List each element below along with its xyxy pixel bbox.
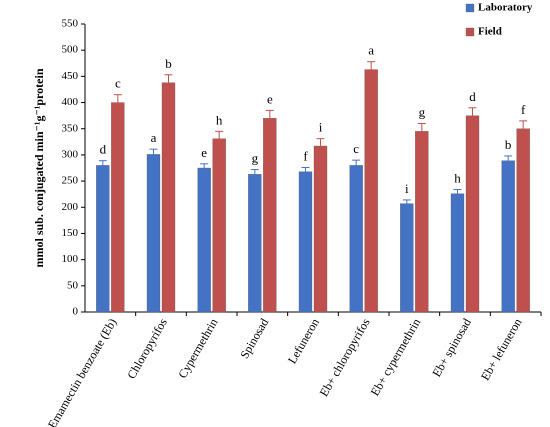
bar-laboratory	[298, 171, 313, 313]
significance-letter: e	[201, 145, 207, 160]
bar-field	[516, 128, 530, 313]
y-tick-label: 0	[73, 306, 79, 318]
category-labels: Emamectin benzoate (Eb) Chloropyrifos Cype…	[45, 316, 525, 427]
x-axis	[85, 311, 542, 316]
category-label: Eb+ cypermethrin	[368, 316, 424, 398]
significance-letter: h	[454, 170, 461, 185]
significance-letter: f	[521, 102, 526, 117]
legend-label: Laboratory	[478, 2, 533, 14]
significance-letter: d	[469, 89, 476, 104]
bar-laboratory	[450, 193, 465, 313]
significance-letter: h	[216, 112, 223, 127]
bar-field	[161, 82, 176, 313]
bar-field	[263, 118, 277, 313]
category-label: Lefuneron	[285, 316, 322, 366]
bar-laboratory	[197, 167, 211, 313]
bar-field	[465, 115, 480, 313]
legend: Laboratory Field	[465, 2, 533, 38]
legend-swatch	[465, 3, 475, 13]
category-label: Eb+ lefuneron	[478, 316, 525, 383]
y-axis-label: mmol sub. conjugated min⁻¹g⁻¹protein	[32, 68, 46, 267]
y-tick-label: 550	[62, 18, 79, 30]
significance-letter: i	[319, 120, 323, 135]
bar-field	[415, 131, 429, 313]
significance-letter: a	[368, 43, 374, 58]
significance-letter: a	[151, 130, 157, 145]
y-axis: 0 50 100 150 200 250 300 350 400 450 500 550	[62, 18, 86, 318]
y-tick-label: 200	[62, 201, 79, 213]
category-label: Chloropyrifos	[124, 316, 170, 382]
y-tick-label: 350	[62, 122, 79, 134]
bar-field	[111, 102, 125, 313]
legend-label: Field	[478, 26, 502, 38]
significance-letter: g	[252, 151, 259, 166]
bar-field	[364, 69, 378, 313]
bar-field	[313, 145, 328, 313]
y-tick-label: 400	[62, 96, 79, 108]
category-label: Eb+ spinosad	[429, 316, 474, 379]
bar-laboratory	[400, 203, 414, 313]
category-label: Emamectin benzoate (Eb)	[45, 316, 119, 427]
bar-laboratory	[96, 165, 110, 313]
y-tick-label: 50	[67, 279, 79, 291]
category-label: Eb+ chloropyrifos	[317, 316, 373, 399]
significance-letter: c	[115, 76, 121, 91]
significance-letter: b	[165, 56, 172, 71]
significance-letter: g	[419, 104, 426, 119]
y-tick-label: 450	[62, 70, 79, 82]
bar-laboratory	[501, 160, 515, 313]
bar-laboratory	[146, 154, 161, 313]
legend-swatch	[465, 27, 475, 37]
y-tick-label: 250	[62, 175, 79, 187]
significance-letter: f	[303, 148, 308, 163]
significance-letter: i	[405, 181, 409, 196]
bar-laboratory	[248, 174, 262, 313]
significance-letter: b	[505, 137, 512, 152]
category-label: Cypermethrin	[175, 316, 220, 381]
y-tick-label: 100	[62, 253, 79, 265]
significance-letter: c	[353, 141, 359, 156]
y-tick-label: 150	[62, 227, 79, 239]
category-label: Spinosad	[237, 316, 271, 361]
bar-field	[212, 138, 226, 313]
significance-letter: d	[100, 142, 107, 157]
bar-laboratory	[349, 165, 363, 313]
y-tick-label: 300	[62, 148, 79, 160]
significance-letter: e	[267, 91, 273, 106]
y-tick-label: 500	[62, 44, 79, 56]
